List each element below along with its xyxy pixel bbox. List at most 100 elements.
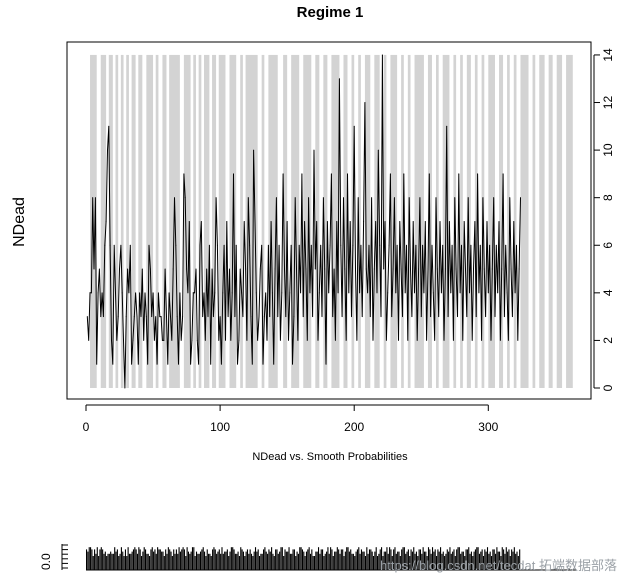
shade-band-26 [315, 54, 320, 388]
overview-bar [450, 553, 452, 570]
data-point [167, 363, 169, 365]
data-point [224, 339, 226, 341]
data-point [446, 125, 448, 127]
overview-bar [415, 551, 417, 570]
overview-bar [394, 547, 396, 570]
data-point [151, 316, 153, 318]
overview-bar [173, 549, 175, 570]
overview-bar [191, 547, 194, 570]
data-point [336, 220, 338, 222]
data-point [320, 244, 322, 246]
data-point [321, 316, 323, 318]
shade-band-17 [218, 54, 226, 388]
overview-bar [429, 549, 431, 570]
data-point [305, 268, 307, 270]
data-point [194, 292, 196, 294]
overview-bar [295, 556, 297, 570]
shade-band-56 [566, 54, 573, 388]
data-point [391, 316, 393, 318]
data-point [222, 292, 224, 294]
data-point [267, 244, 269, 246]
overview-bar [472, 556, 474, 570]
overview-bar [254, 547, 257, 570]
data-point [503, 316, 505, 318]
data-point [273, 363, 275, 365]
overview-bar [327, 547, 329, 570]
overview-bar [297, 553, 299, 570]
overview-bar [267, 553, 269, 570]
data-point [145, 316, 147, 318]
overview-bar [427, 547, 430, 570]
overview-bar [383, 551, 385, 570]
data-point [191, 339, 193, 341]
overview-bar [174, 553, 176, 570]
overview-bar [320, 549, 322, 570]
data-point [132, 339, 134, 341]
shade-band-45 [474, 54, 478, 388]
data-point [172, 268, 174, 270]
data-point [93, 268, 95, 270]
data-point [511, 316, 513, 318]
data-point [483, 268, 485, 270]
overview-bar [171, 556, 173, 570]
overview-bar [368, 549, 371, 570]
overview-bar [457, 547, 459, 570]
data-point [469, 292, 471, 294]
overview-bar [316, 551, 318, 570]
overview-bar [359, 553, 361, 570]
data-point [266, 339, 268, 341]
overview-bar [206, 549, 208, 570]
overview-bar [386, 547, 388, 570]
shade-band-8 [146, 54, 154, 388]
overview-bar [436, 556, 438, 570]
overview-bar [162, 551, 164, 570]
data-point [269, 316, 271, 318]
overview-bar [389, 547, 391, 570]
overview-bar [273, 556, 275, 570]
overview-bar [102, 549, 104, 570]
data-point [450, 292, 452, 294]
overview-bar [492, 549, 494, 570]
overview-bar [279, 551, 281, 570]
overview-bar [86, 549, 88, 570]
overview-bar [434, 549, 436, 570]
data-point [342, 197, 344, 199]
overview-bar [136, 553, 139, 570]
overview-bar [103, 553, 105, 570]
y-tick-label: 12 [601, 96, 615, 110]
data-point [375, 220, 377, 222]
data-point [397, 339, 399, 341]
data-point [147, 363, 149, 365]
overview-bar [464, 556, 466, 570]
data-point [352, 244, 354, 246]
data-point [389, 173, 391, 175]
overview-bar [519, 549, 521, 570]
overview-bar [503, 549, 505, 570]
data-point [419, 197, 421, 199]
overview-bar [107, 553, 109, 570]
y-tick-label: 10 [601, 143, 615, 157]
overview-bar [159, 549, 161, 570]
overview-bar [336, 547, 338, 570]
overview-bar [304, 556, 306, 570]
data-point [404, 292, 406, 294]
data-point [161, 339, 163, 341]
data-point [300, 292, 302, 294]
data-point [208, 244, 210, 246]
data-point [98, 268, 100, 270]
overview-bar [193, 547, 195, 570]
data-point [470, 244, 472, 246]
overview-bar [399, 556, 401, 570]
x-tick-label: 100 [210, 420, 230, 434]
data-point [128, 292, 130, 294]
overview-bar [269, 551, 271, 570]
data-point [120, 244, 122, 246]
data-point [473, 268, 475, 270]
overview-bar [391, 556, 393, 570]
overview-bar [299, 547, 301, 570]
data-point [108, 125, 110, 127]
data-point [121, 292, 123, 294]
data-point [238, 339, 240, 341]
data-point [263, 316, 265, 318]
data-point [143, 339, 145, 341]
